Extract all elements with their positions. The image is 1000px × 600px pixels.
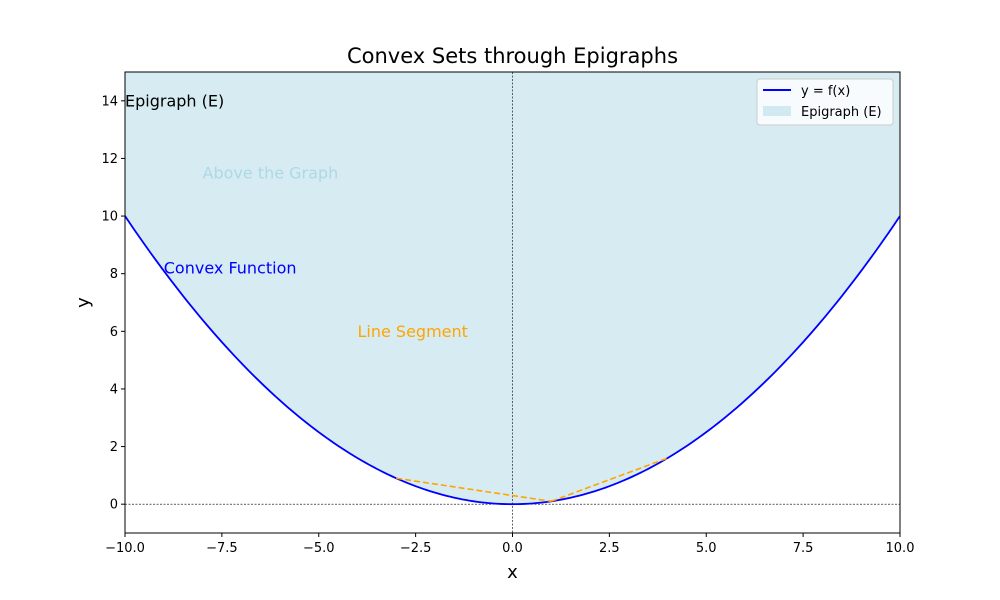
annotation-2: Above the Graph (203, 163, 339, 182)
y-tick-label: 6 (110, 325, 118, 340)
x-tick-label: 2.5 (599, 541, 620, 556)
x-tick-label: −2.5 (400, 541, 432, 556)
epigraph-fill (125, 72, 900, 505)
plot-area (125, 72, 900, 533)
y-tick-label: 8 (110, 267, 118, 282)
legend-label-epigraph: Epigraph (E) (801, 105, 882, 120)
y-tick-label: 0 (110, 498, 118, 513)
legend-label-function: y = f(x) (801, 84, 850, 99)
annotations: Epigraph (E) Above the Graph Convex Functi… (125, 91, 468, 341)
annotation-4: Line Segment (358, 322, 468, 341)
series-line-function (125, 215, 900, 506)
y-tick-label: 4 (110, 382, 118, 397)
x-tick-label: 10.0 (886, 541, 915, 556)
legend-swatch-fill (763, 106, 791, 116)
x-tick-label: −7.5 (206, 541, 238, 556)
x-tick-label: 5.0 (696, 541, 717, 556)
line-segment-2 (550, 457, 668, 503)
x-tick-label: −10.0 (105, 541, 145, 556)
y-axis: 0 2 4 6 8 10 12 14 (101, 94, 125, 513)
y-tick-label: 2 (110, 440, 118, 455)
x-axis-label: x (507, 562, 518, 583)
chart-title: Convex Sets through Epigraphs (347, 44, 678, 68)
x-tick-label: −5.0 (303, 541, 335, 556)
x-axis: −10.0 −7.5 −5.0 −2.5 0.0 2.5 5.0 7.5 10.0 (105, 533, 914, 556)
line-segment-1 (396, 477, 552, 503)
annotation-3: Convex Function (164, 258, 297, 277)
y-tick-label: 14 (101, 94, 118, 109)
y-axis-label: y (73, 297, 94, 308)
legend: y = f(x) Epigraph (E) (756, 78, 894, 126)
x-tick-label: 0.0 (502, 541, 523, 556)
annotation-1: Epigraph (E) (125, 91, 224, 110)
y-tick-label: 12 (101, 152, 118, 167)
y-tick-label: 10 (101, 210, 118, 225)
x-tick-label: 7.5 (793, 541, 814, 556)
